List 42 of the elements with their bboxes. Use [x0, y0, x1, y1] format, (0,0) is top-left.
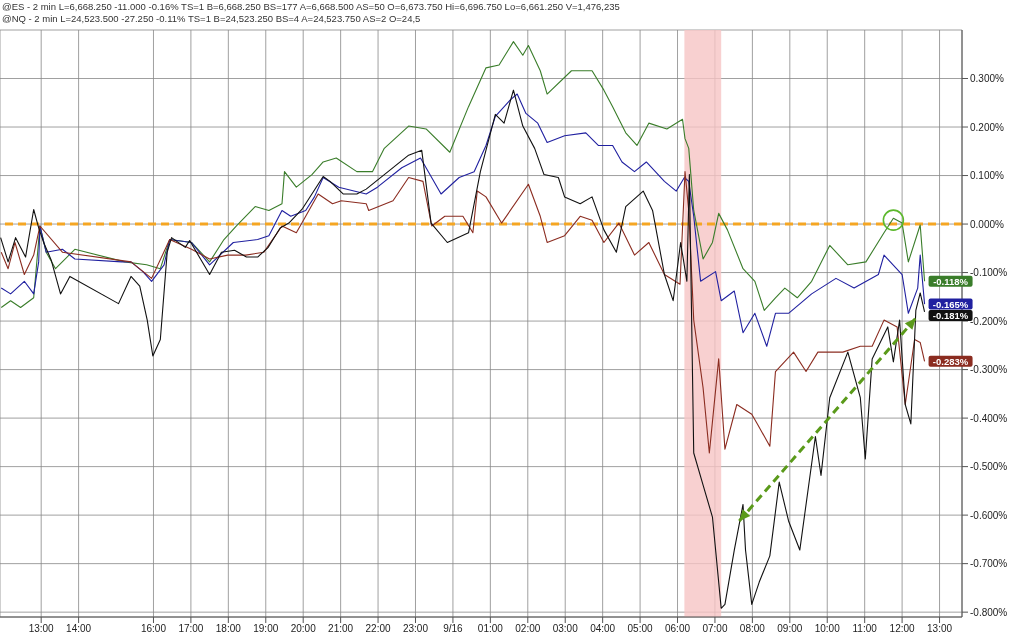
y-tick-label: -0.200% — [970, 315, 1008, 327]
y-tick-label: 0.100% — [970, 170, 1005, 182]
y-tick-label: 0.000% — [970, 218, 1005, 230]
x-tick-label: 13:00 — [927, 623, 953, 635]
data-label: -0.165% — [932, 298, 969, 310]
x-tick-label: 07:00 — [702, 623, 728, 635]
data-label: -0.181% — [932, 310, 969, 322]
text: @NQ - 2 min L=24,523.500 -27.250 -0.11% TS=1 B=24,523.250 BS=4 A=24,523.750 AS=2 O=24,5 — [2, 13, 422, 25]
y-tick-label: -0.100% — [970, 267, 1008, 279]
x-tick-label: 05:00 — [627, 623, 654, 635]
y-tick-label: 0.300% — [970, 73, 1005, 85]
data-label: -0.283% — [932, 355, 969, 367]
x-tick-label: 17:00 — [178, 623, 204, 635]
x-tick-label: 04:00 — [590, 623, 616, 635]
x-tick-label: 12:00 — [889, 623, 916, 635]
x-tick-label: 14:00 — [66, 623, 92, 635]
y-tick-label: -0.400% — [970, 412, 1008, 424]
x-tick-label: 08:00 — [739, 623, 766, 635]
x-tick-label: 13:00 — [28, 623, 55, 635]
y-tick-label: -0.800% — [970, 606, 1008, 618]
x-tick-label: 16:00 — [140, 623, 167, 635]
x-tick-label: 02:00 — [515, 623, 541, 635]
x-tick-label: 10:00 — [814, 623, 841, 635]
y-tick-label: -0.300% — [970, 364, 1008, 376]
x-tick-label: 23:00 — [402, 623, 429, 635]
x-tick-label: 20:00 — [290, 623, 317, 635]
x-tick-label: 18:00 — [215, 623, 242, 635]
y-tick-label: -0.700% — [970, 558, 1008, 570]
y-tick-label: -0.500% — [970, 461, 1008, 473]
x-tick-label: 22:00 — [365, 623, 392, 635]
text: @ES - 2 min L=6,668.250 -11.000 -0.16% TS=1 B=6,668.250 BS=177 A=6,668.500 AS=50 O=6,673.750 Hi=6,696.750 Lo=6,661.250 V=1,476,235 — [2, 1, 620, 13]
x-tick-label: 06:00 — [665, 623, 691, 635]
data-label: -0.118% — [933, 275, 969, 287]
x-tick-label: 01:00 — [477, 623, 504, 635]
y-tick-label: 0.200% — [970, 121, 1005, 133]
x-tick-label: 9/16 — [443, 623, 464, 635]
x-tick-label: 19:00 — [253, 623, 279, 635]
y-tick-label: -0.600% — [970, 509, 1008, 521]
x-tick-label: 21:00 — [328, 623, 354, 635]
x-tick-label: 03:00 — [552, 623, 579, 635]
x-tick-label: 11:00 — [852, 623, 878, 635]
x-tick-label: 09:00 — [777, 623, 803, 635]
